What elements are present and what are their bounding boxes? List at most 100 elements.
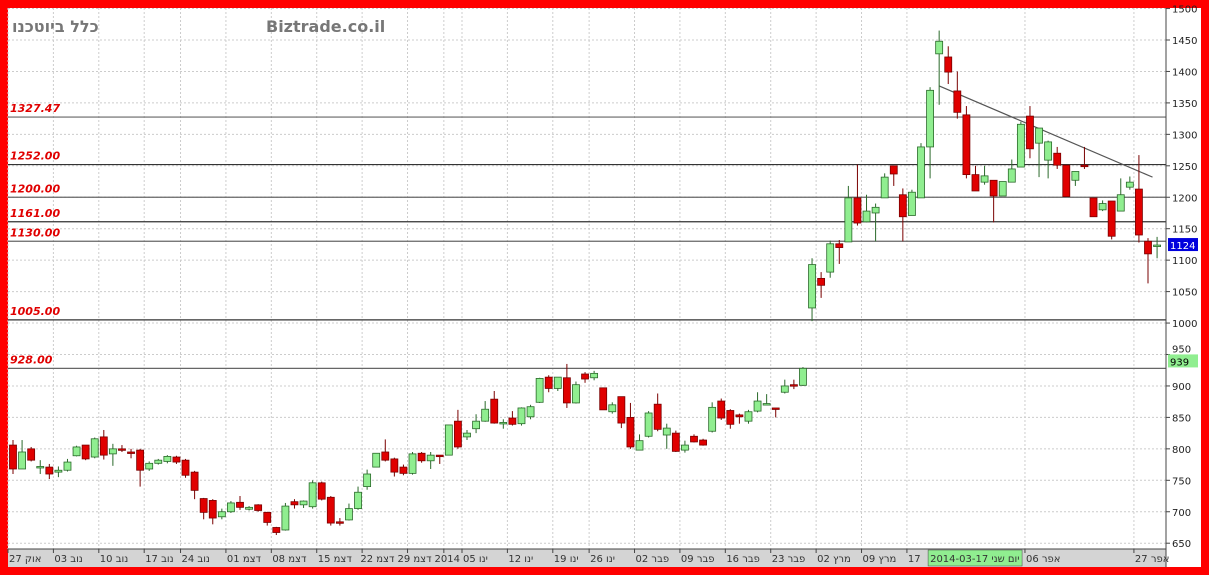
- candle-body: [553, 376, 562, 389]
- candle: [935, 30, 944, 105]
- candle-body: [254, 504, 263, 511]
- candle-body: [817, 277, 826, 286]
- candle-body: [463, 432, 471, 438]
- candle: [635, 434, 644, 451]
- candle-body: [635, 440, 644, 451]
- candle-body: [27, 448, 36, 461]
- candle-body: [989, 179, 998, 197]
- candle-body: [935, 40, 944, 55]
- candle: [263, 511, 272, 526]
- candle: [826, 240, 835, 278]
- candle-body: [118, 448, 126, 451]
- candle: [63, 458, 72, 472]
- candle-body: [780, 385, 789, 393]
- candle: [871, 203, 880, 242]
- candle: [454, 409, 462, 449]
- candle-body: [608, 404, 617, 413]
- candle-body: [1135, 188, 1143, 236]
- candle: [626, 402, 635, 449]
- x-tick-label: 26 ינו: [590, 554, 615, 565]
- candle: [617, 396, 626, 429]
- y-tick-label: 700: [1172, 508, 1191, 519]
- candle-body: [99, 436, 108, 456]
- y-tick-label: 1150: [1172, 225, 1197, 236]
- candle: [917, 143, 925, 199]
- candle-body: [290, 501, 299, 506]
- candle: [36, 460, 45, 475]
- candle-body: [599, 387, 608, 411]
- candle: [54, 466, 63, 478]
- candle-body: [263, 511, 272, 523]
- candle: [345, 503, 353, 521]
- candle-body: [844, 197, 853, 243]
- candle-body: [172, 456, 181, 463]
- candle: [1071, 171, 1080, 186]
- candle-body: [18, 451, 26, 470]
- x-tick-label: 15 דצמ: [318, 554, 353, 565]
- candle-body: [90, 438, 99, 458]
- candle-body: [808, 264, 816, 309]
- x-tick-label: 27 אפר: [1135, 554, 1169, 565]
- candle: [717, 398, 726, 420]
- candle: [898, 188, 907, 242]
- candle-body: [154, 459, 163, 464]
- candle-body: [517, 407, 526, 425]
- candle-body: [853, 197, 862, 224]
- candle-body: [926, 89, 934, 148]
- candle-body: [980, 175, 989, 183]
- candle-body: [690, 435, 698, 443]
- candle-body: [381, 451, 390, 461]
- candle: [426, 451, 435, 469]
- x-tick-label: 09 מרץ: [863, 554, 897, 565]
- candle-body: [1125, 181, 1134, 188]
- candle-body: [217, 511, 226, 518]
- candle: [998, 181, 1007, 197]
- x-tick-label: 29 דצמ: [397, 554, 432, 565]
- candle-body: [862, 210, 871, 223]
- candle-body: [335, 521, 344, 524]
- candle: [544, 375, 553, 393]
- candle: [199, 497, 208, 520]
- candle-body: [236, 501, 244, 508]
- candle-body: [753, 400, 762, 412]
- candle: [145, 461, 154, 471]
- candle-body: [699, 439, 707, 446]
- level-label: 928.00: [10, 353, 53, 366]
- candle-body: [1116, 194, 1125, 212]
- candle: [971, 165, 980, 192]
- chart-title: כלל ביוטכנו: [12, 17, 99, 36]
- candle: [308, 480, 317, 509]
- candle: [562, 363, 571, 408]
- x-axis-band: [8, 549, 1166, 567]
- candle-body: [744, 411, 753, 422]
- candle-body: [898, 194, 907, 218]
- candle: [862, 194, 871, 223]
- candle: [463, 429, 471, 441]
- candle-body: [917, 146, 925, 199]
- candle-body: [617, 396, 626, 424]
- x-tick-label: 17: [908, 554, 921, 565]
- candle-body: [308, 482, 317, 508]
- candle-body: [526, 406, 535, 418]
- candle-body: [998, 181, 1007, 197]
- x-tick-label: 02 פבר: [636, 554, 670, 565]
- candle-body: [572, 384, 580, 404]
- candle: [1062, 164, 1071, 198]
- candle: [1053, 146, 1062, 169]
- x-tick-label: 10 נוב: [100, 554, 128, 565]
- candle-body: [354, 491, 362, 510]
- candle: [245, 506, 253, 511]
- watermark: Biztrade.co.il: [266, 17, 386, 36]
- candle-body: [199, 498, 208, 513]
- candle: [254, 504, 263, 512]
- x-tick-label: 12 ינו: [508, 554, 533, 565]
- candle: [27, 446, 36, 462]
- candle: [299, 500, 308, 508]
- candle: [889, 165, 898, 186]
- candle-body: [9, 444, 17, 470]
- candle: [653, 393, 662, 432]
- candle-body: [799, 367, 807, 386]
- y-tick-label: 900: [1172, 382, 1191, 393]
- candle: [136, 448, 145, 487]
- candle: [381, 439, 390, 462]
